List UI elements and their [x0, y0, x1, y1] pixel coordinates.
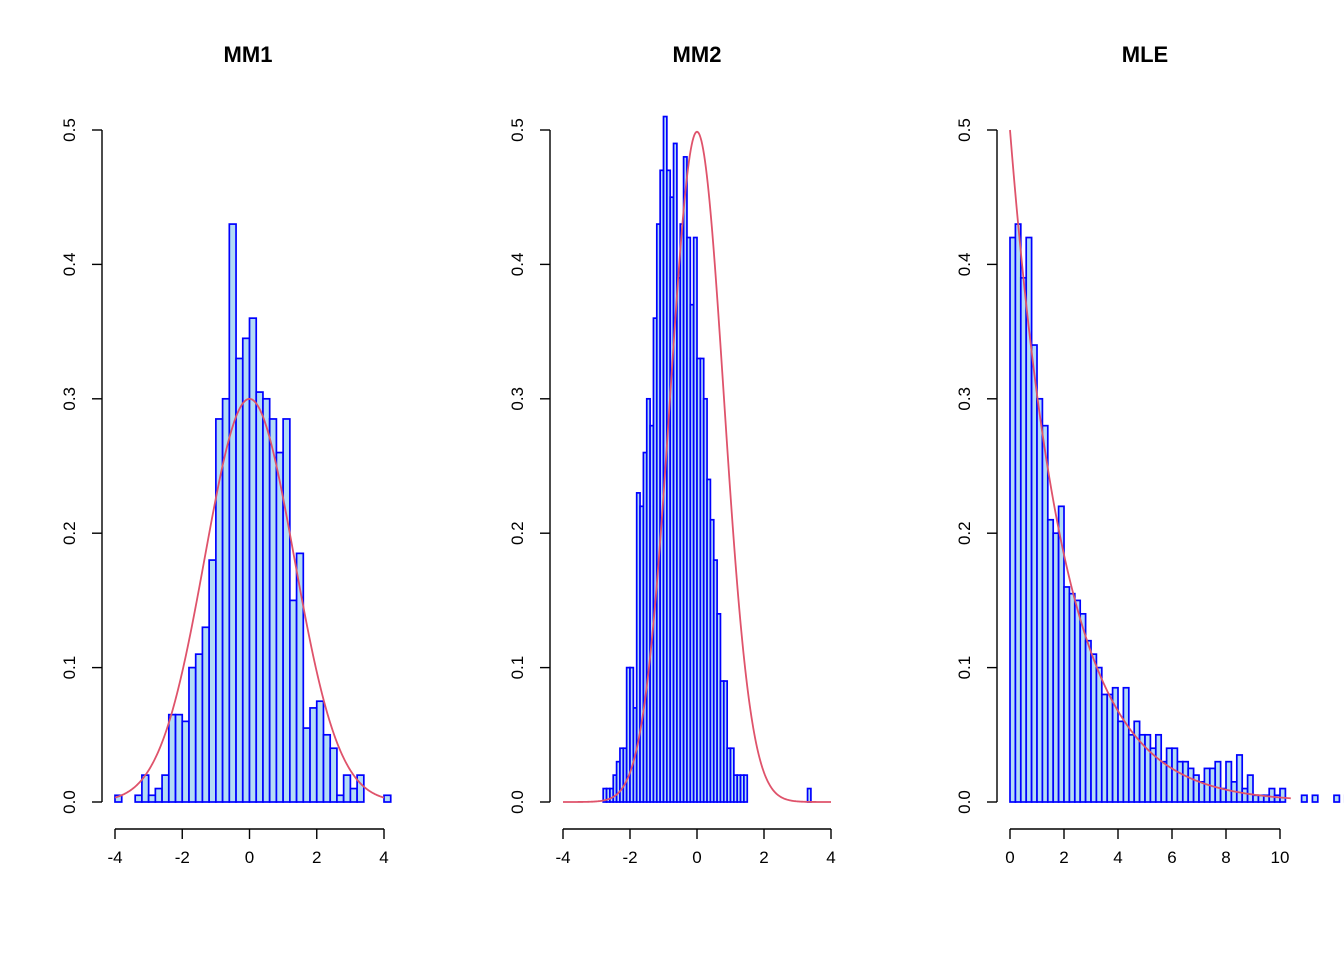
density-curve: [563, 130, 831, 803]
x-tick-label: -4: [107, 848, 122, 867]
histogram-bar: [356, 774, 365, 803]
y-tick-label: 0.3: [955, 387, 974, 411]
histogram-bar: [722, 680, 728, 803]
y-axis: 0.0 0.1 0.2 0.3 0.4 0.5: [60, 118, 103, 814]
y-tick-label: 0.2: [955, 521, 974, 545]
y-axis: 0.0 0.1 0.2 0.3 0.4 0.5: [508, 118, 551, 814]
y-tick-label: 0.3: [508, 387, 527, 411]
x-tick-label: 2: [759, 848, 768, 867]
histogram-bar: [188, 666, 197, 803]
histogram-bar: [235, 357, 244, 803]
x-tick-label: 4: [1113, 848, 1122, 867]
histogram-bar: [174, 713, 184, 803]
y-tick-label: 0.0: [60, 790, 79, 814]
histogram-bar: [322, 733, 332, 803]
y-tick-label: 0.1: [508, 656, 527, 680]
histogram-bar: [295, 552, 305, 803]
histogram-bar: [228, 223, 237, 803]
x-tick-label: -2: [175, 848, 190, 867]
histogram-bar: [161, 774, 170, 803]
histogram-bar: [134, 794, 143, 803]
histogram-bar: [194, 653, 204, 803]
panel-mle: MLE 0 2 4 6 8 10 0.0 0.1 0.2 0.3 0.4 0.5: [955, 42, 1344, 867]
histogram-bar: [342, 774, 352, 803]
histogram-bar: [248, 317, 258, 803]
histogram-bar: [262, 397, 271, 803]
panel-mm2: MM2 -4 -2 0 2 4 0.0 0.1 0.2 0.3 0.4 0.5: [508, 42, 836, 867]
y-tick-label: 0.3: [60, 387, 79, 411]
density-curve: [1009, 129, 1291, 800]
histogram-bar: [154, 787, 163, 803]
y-tick-label: 0.4: [60, 253, 79, 277]
y-tick-label: 0.1: [60, 656, 79, 680]
histogram-bar: [1300, 794, 1308, 803]
y-tick-label: 0.4: [508, 253, 527, 277]
x-tick-label: 2: [312, 848, 321, 867]
histogram-bar: [181, 720, 190, 803]
y-tick-label: 0.1: [955, 656, 974, 680]
histogram-bar: [241, 337, 251, 803]
x-axis: -4 -2 0 2 4: [555, 828, 836, 867]
x-tick-label: 4: [826, 848, 835, 867]
chart-title: MLE: [1122, 42, 1168, 67]
x-tick-label: 10: [1271, 848, 1290, 867]
histogram-bar: [268, 418, 278, 803]
x-tick-label: 0: [692, 848, 701, 867]
y-tick-label: 0.5: [60, 118, 79, 142]
histogram-bar: [1246, 774, 1254, 803]
histogram-bar: [114, 794, 123, 803]
x-tick-label: -2: [622, 848, 637, 867]
density-curve: [114, 397, 385, 799]
histogram-bar: [167, 713, 177, 803]
histogram-bar: [201, 626, 211, 803]
histogram-bar: [336, 794, 345, 803]
y-tick-label: 0.2: [60, 521, 79, 545]
x-tick-label: 8: [1221, 848, 1230, 867]
histogram-bar: [275, 451, 284, 803]
histogram-bar: [208, 559, 217, 803]
histogram-bar: [1311, 794, 1319, 803]
histogram-bar: [302, 727, 311, 803]
y-tick-label: 0.5: [508, 118, 527, 142]
y-tick-label: 0.2: [508, 521, 527, 545]
histogram-bar: [315, 700, 325, 803]
x-tick-label: 0: [1005, 848, 1014, 867]
histogram-bar: [329, 747, 338, 803]
x-tick-label: -4: [555, 848, 570, 867]
y-tick-label: 0.0: [508, 790, 527, 814]
x-axis: 0 2 4 6 8 10: [1005, 828, 1290, 867]
y-tick-label: 0.5: [955, 118, 974, 142]
histogram-bar: [255, 391, 264, 803]
histogram-bar: [743, 774, 749, 803]
histogram-bar: [282, 418, 291, 803]
y-axis: 0.0 0.1 0.2 0.3 0.4 0.5: [955, 118, 998, 814]
histogram-bar: [1214, 760, 1222, 803]
x-tick-label: 0: [245, 848, 254, 867]
histogram-bar: [289, 599, 298, 803]
histogram-bar: [1279, 787, 1287, 803]
histogram-bars: [602, 115, 812, 803]
x-tick-label: 6: [1167, 848, 1176, 867]
histogram-bar: [383, 794, 392, 803]
x-tick-label: 2: [1059, 848, 1068, 867]
histogram-bars: [114, 223, 392, 803]
chart-title: MM1: [224, 42, 273, 67]
panel-mm1: MM1 -4 -2 0 2 4 0.0 0.1 0.2 0.3 0.4 0.5: [60, 42, 392, 867]
histogram-bar: [1235, 754, 1244, 803]
y-tick-label: 0.0: [955, 790, 974, 814]
chart-title: MM2: [673, 42, 722, 67]
histogram-bar: [215, 418, 224, 803]
y-tick-label: 0.4: [955, 253, 974, 277]
x-axis: -4 -2 0 2 4: [107, 828, 389, 867]
histogram-bar: [147, 794, 157, 803]
histogram-bar: [349, 787, 358, 803]
x-tick-label: 4: [379, 848, 388, 867]
histogram-bar: [309, 707, 318, 803]
histogram-bar: [1333, 794, 1341, 803]
histogram-bar: [806, 787, 812, 803]
